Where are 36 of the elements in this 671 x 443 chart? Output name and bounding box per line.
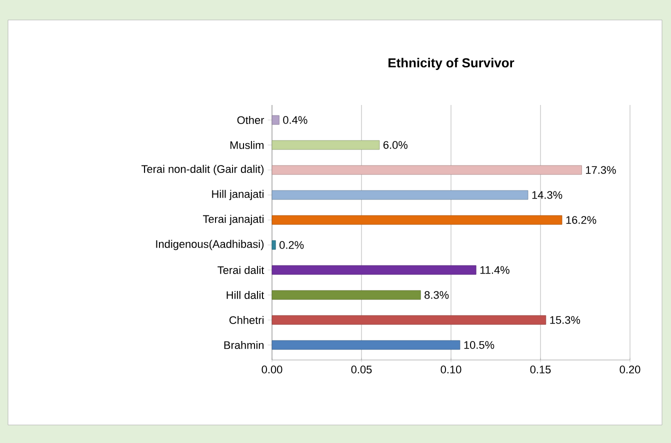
data-label: 8.3% <box>424 291 449 299</box>
y-tick-label: Chhetri <box>229 316 264 324</box>
x-tick-label: 0.10 <box>440 366 462 374</box>
y-tick-label: Muslim <box>230 140 264 150</box>
bar <box>272 140 380 150</box>
x-tick-label: 0.15 <box>530 366 551 374</box>
data-label: 11.4% <box>480 266 510 274</box>
data-label: 6.0% <box>383 141 408 149</box>
bar <box>272 340 460 350</box>
bar <box>272 190 528 200</box>
y-tick-label: Indigenous(Aadhibasi) <box>156 240 264 250</box>
bar <box>272 265 476 275</box>
y-tick-label: Brahmin <box>224 340 264 350</box>
data-label: 0.2% <box>280 241 304 249</box>
bar <box>272 165 582 175</box>
bar <box>272 115 280 125</box>
chart-title: Ethnicity of Survivor <box>388 58 514 70</box>
bar <box>272 215 562 225</box>
x-tick-label: 0.05 <box>351 366 372 374</box>
y-tick-label: Other <box>237 116 264 124</box>
y-tick-label: Terai janajati <box>202 214 264 226</box>
data-label: 15.3% <box>550 316 580 324</box>
y-tick-label: Terai dalit <box>218 266 264 274</box>
y-tick-label: Hill dalit <box>226 290 264 300</box>
bar <box>272 290 421 300</box>
data-label: 10.5% <box>464 341 494 349</box>
data-label: 17.3% <box>586 166 616 174</box>
data-label: 0.4% <box>283 116 308 124</box>
x-tick-label: 0.20 <box>620 366 640 374</box>
y-tick-label: Hill janajati <box>212 190 264 200</box>
x-tick-label: 0.00 <box>262 366 282 374</box>
bar <box>272 240 276 250</box>
bar <box>272 315 546 325</box>
data-label: 16.2% <box>566 216 596 224</box>
y-tick-label: Terai non-dalit (Gair dalit) <box>141 164 264 176</box>
data-label: 14.3% <box>532 191 562 199</box>
